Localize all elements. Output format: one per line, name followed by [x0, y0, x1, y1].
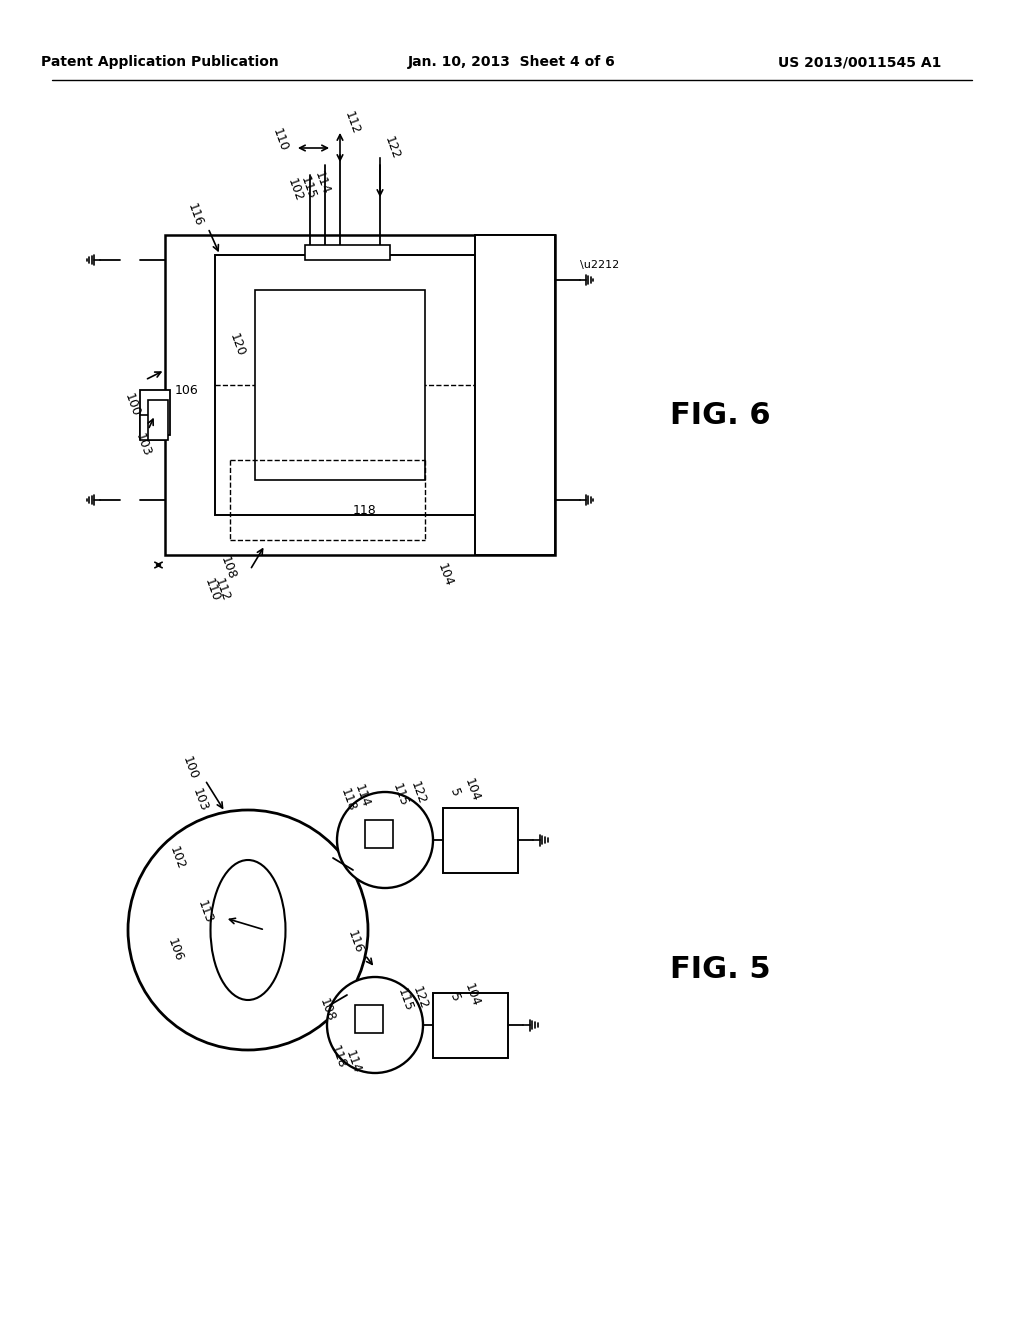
Text: 106: 106: [175, 384, 199, 396]
Text: 115: 115: [298, 174, 318, 202]
Text: 103: 103: [189, 787, 210, 813]
Text: Jan. 10, 2013  Sheet 4 of 6: Jan. 10, 2013 Sheet 4 of 6: [409, 55, 615, 69]
Text: 108: 108: [218, 554, 239, 581]
Bar: [140, 389, 170, 436]
Text: 115: 115: [395, 986, 415, 1014]
Bar: [475, 235, 555, 554]
Text: 116: 116: [345, 929, 366, 956]
Bar: [443, 808, 518, 873]
Text: FIG. 5: FIG. 5: [670, 956, 770, 985]
Text: 120: 120: [227, 331, 247, 359]
Text: US 2013/0011545 A1: US 2013/0011545 A1: [778, 55, 942, 69]
Text: 118: 118: [338, 787, 358, 813]
Text: \u2212: \u2212: [581, 260, 620, 271]
Text: 115: 115: [390, 781, 411, 808]
Bar: [215, 255, 475, 515]
Text: 122: 122: [408, 780, 428, 807]
Text: 106: 106: [165, 937, 185, 964]
Text: 114: 114: [343, 1048, 364, 1076]
Text: 122: 122: [382, 135, 402, 161]
Circle shape: [327, 977, 423, 1073]
Circle shape: [337, 792, 433, 888]
Bar: [365, 820, 393, 847]
Text: 104: 104: [435, 561, 456, 589]
Text: 110: 110: [202, 577, 222, 603]
Text: 5: 5: [447, 787, 463, 799]
Text: Patent Application Publication: Patent Application Publication: [41, 55, 279, 69]
Text: 110: 110: [270, 127, 290, 153]
Text: FIG. 6: FIG. 6: [670, 400, 770, 429]
Bar: [255, 290, 425, 480]
Text: 112: 112: [212, 577, 232, 603]
Text: 102: 102: [285, 177, 305, 203]
Bar: [165, 235, 555, 554]
Text: 114: 114: [352, 783, 372, 809]
Text: 100: 100: [122, 392, 142, 418]
Text: 108: 108: [316, 997, 337, 1023]
Text: 102: 102: [167, 845, 187, 871]
Text: 104: 104: [462, 776, 482, 804]
Text: 118: 118: [353, 503, 377, 516]
Bar: [433, 993, 508, 1059]
Text: 104: 104: [462, 982, 482, 1008]
Text: 5: 5: [447, 993, 463, 1005]
Text: 122: 122: [410, 985, 430, 1011]
Bar: [305, 246, 390, 260]
Text: 112: 112: [342, 110, 362, 136]
Text: 100: 100: [180, 755, 200, 781]
Bar: [140, 414, 165, 440]
Bar: [148, 400, 168, 440]
Bar: [234, 906, 263, 960]
Ellipse shape: [211, 861, 286, 1001]
Text: 113: 113: [195, 899, 215, 925]
Text: 116: 116: [185, 202, 205, 228]
Text: 103: 103: [133, 432, 154, 458]
Bar: [355, 1005, 383, 1034]
Text: 118: 118: [328, 1044, 348, 1071]
Circle shape: [128, 810, 368, 1049]
Text: 114: 114: [312, 170, 332, 197]
